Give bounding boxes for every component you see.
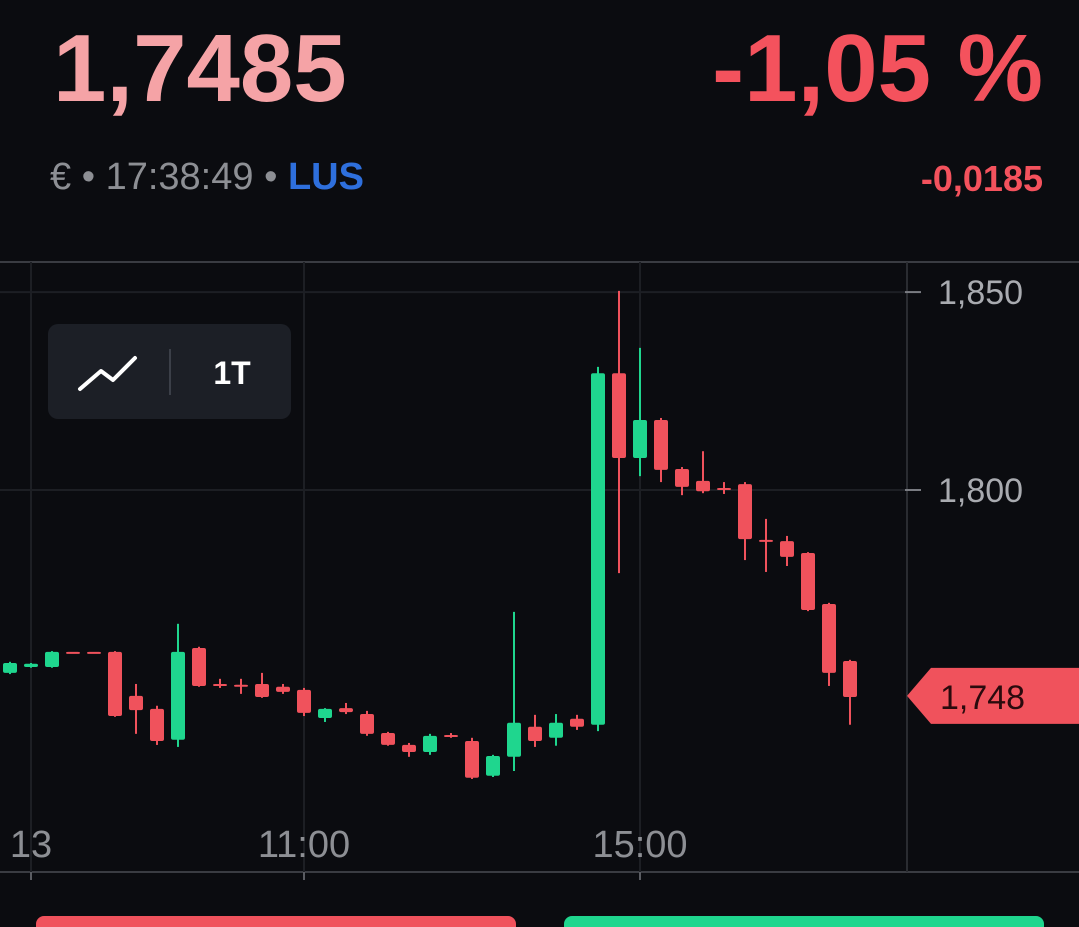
subline: € • 17:38:49 • LUS [50, 156, 364, 199]
candle-body [45, 651, 59, 667]
candle-body [570, 718, 584, 727]
x-tick-label: 13 [10, 824, 52, 866]
candle-body [192, 647, 206, 686]
candle-body [591, 373, 605, 725]
candle-body [297, 689, 311, 713]
candle-body [423, 735, 437, 753]
candle-body [444, 735, 458, 738]
candle-body [717, 488, 731, 491]
change-absolute: -0,0185 [920, 158, 1043, 199]
candle-body [3, 662, 17, 673]
candle-body [633, 419, 647, 458]
candle-body [360, 714, 374, 734]
candle-body [255, 683, 269, 698]
candle-body [213, 683, 227, 686]
currency: € [50, 156, 72, 198]
candle-body [402, 744, 416, 753]
candle-body [528, 726, 542, 741]
line-chart-icon[interactable] [78, 356, 137, 391]
candle-body [507, 722, 521, 757]
time: 17:38:49 [105, 156, 254, 198]
interval-button[interactable]: 1T [213, 355, 251, 391]
candle-body [675, 469, 689, 487]
y-tick-label: 1,800 [938, 472, 1023, 510]
candle-body [549, 722, 563, 738]
candle-body [465, 740, 479, 778]
x-tick-label: 15:00 [592, 824, 687, 866]
candle-body [24, 663, 38, 667]
candle-body [318, 708, 332, 719]
candle-body [822, 604, 836, 673]
candle-body [654, 419, 668, 470]
candle-body [486, 756, 500, 776]
candle-body [276, 686, 290, 692]
candle-body [66, 651, 80, 654]
candle-body [129, 695, 143, 711]
candle-body [87, 651, 101, 654]
y-tick-label: 1,850 [938, 274, 1023, 312]
candle-body [171, 651, 185, 740]
x-tick-label: 11:00 [258, 824, 350, 866]
exchange[interactable]: LUS [287, 156, 364, 198]
candle-body [339, 708, 353, 713]
separator: • [264, 156, 278, 198]
plot: 13 11:00 15:00 1,850 1,800 1,748 [0, 262, 1079, 880]
candle-body [696, 480, 710, 492]
candle-body [381, 733, 395, 745]
buy-button[interactable] [564, 916, 1044, 927]
last-price-marker [907, 667, 1079, 724]
candle-body [759, 539, 773, 542]
price: 1,7485 [53, 15, 347, 122]
candle-body [108, 651, 122, 717]
candle-body [738, 484, 752, 540]
separator: • [81, 156, 96, 198]
change-percent: -1,05 % [712, 15, 1043, 122]
candle-body [801, 552, 815, 610]
candle-body [843, 661, 857, 698]
candle-body [234, 684, 248, 687]
sell-button[interactable] [36, 916, 516, 927]
candle-body [150, 708, 164, 741]
last-price-label: 1,748 [940, 679, 1025, 717]
candle-body [780, 541, 794, 557]
candle-body [612, 373, 626, 458]
